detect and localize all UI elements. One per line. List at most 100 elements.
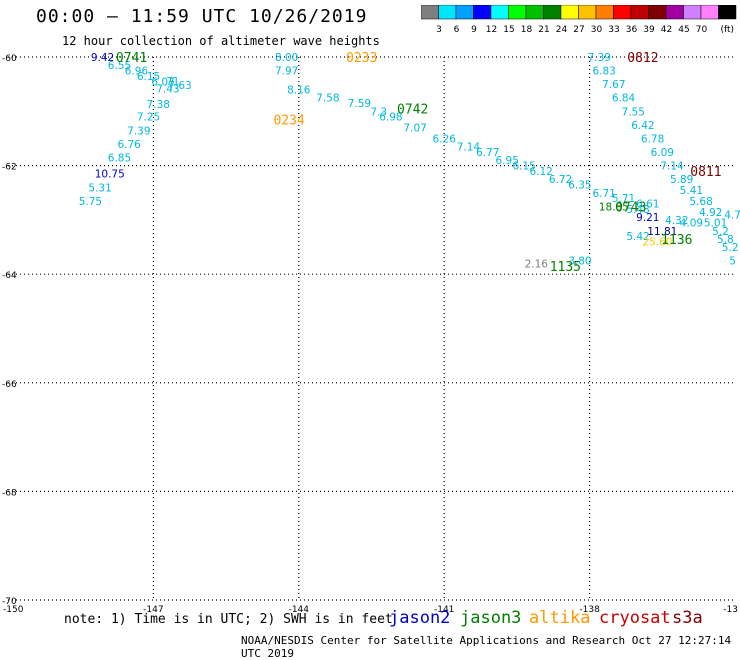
wave-height-value: 6.42 <box>631 120 654 132</box>
wave-height-value: 6.77 <box>476 147 499 159</box>
wave-height-value: 7.14 <box>660 161 684 173</box>
wave-height-value: 6.61 <box>636 199 659 211</box>
wave-height-value: 6.12 <box>529 166 552 178</box>
satellite-label-s3a: s3a <box>672 608 703 628</box>
wave-height-value: 6.35 <box>568 180 591 192</box>
wave-height-value: 7.39 <box>588 52 611 64</box>
pass-time-label: 0233 <box>346 51 377 66</box>
x-tick-label: -144 <box>289 605 310 615</box>
wave-height-value: 18.85 <box>599 201 629 213</box>
legend-tick-label: 9 <box>471 25 477 35</box>
legend-tick-label: 6 <box>454 25 460 35</box>
legend-tick-label: 24 <box>556 25 568 35</box>
pass-time-label: 0811 <box>690 165 721 180</box>
wave-height-value: 9.21 <box>636 212 659 224</box>
legend-tick-label: 45 <box>678 25 689 35</box>
wave-height-value: 7.3 <box>370 106 387 118</box>
wave-height-value: 5.01 <box>704 218 727 230</box>
legend-tick-label: 3 <box>436 25 442 35</box>
wave-height-value: 6.09 <box>651 147 674 159</box>
wave-height-value: 6.55 <box>108 60 131 72</box>
wave-height-value: 10.75 <box>95 169 125 181</box>
wave-height-value: 6.78 <box>641 133 664 145</box>
wave-height-value: 8.00 <box>275 52 298 64</box>
satellite-label-jason3: jason3 <box>460 608 522 628</box>
wave-height-value: 7.97 <box>275 66 298 78</box>
pass-time-label: 0743 <box>615 200 646 215</box>
legend-tick-label: 15 <box>503 25 514 35</box>
wave-height-value: 7.43 <box>156 83 179 95</box>
legend-tick-label: 33 <box>608 25 619 35</box>
pass-time-label: 0234 <box>273 113 304 128</box>
wave-height-value: 71 <box>166 76 179 88</box>
wave-height-value: 7.14 <box>457 142 481 154</box>
wave-height-value: 11.81 <box>647 226 677 238</box>
wave-height-value: 6.15 <box>512 161 535 173</box>
credit-line: NOAA/NESDIS Center for Satellite Applica… <box>241 634 732 660</box>
wave-height-value: 7.67 <box>602 79 625 91</box>
wave-height-value: 2.16 <box>525 258 549 270</box>
pass-time-label: 1135 <box>550 260 581 275</box>
y-tick-label: -70 <box>2 597 17 607</box>
wave-height-value: 6.95 <box>496 155 519 167</box>
wave-height-value: 6.96 <box>125 66 149 78</box>
satellite-label-jason2: jason2 <box>389 608 451 628</box>
legend-tick-label: 27 <box>573 25 584 35</box>
pass-time-label: 0812 <box>627 51 658 66</box>
y-tick-label: -60 <box>2 54 17 64</box>
satellite-label-altika: altika <box>529 608 591 628</box>
wave-height-value: 5.2 <box>712 226 729 238</box>
pass-time-label: 0742 <box>397 103 428 118</box>
legend-tick-label: 70 <box>696 25 708 35</box>
wave-height-value: 6.83 <box>592 66 615 78</box>
wave-height-value: 6.26 <box>433 133 457 145</box>
wave-height-value: 7.38 <box>147 99 170 111</box>
wave-height-value: 6.76 <box>117 139 141 151</box>
wave-height-value: 5.48 <box>626 204 649 216</box>
chart-title: 00:00 – 11:59 UTC 10/26/2019 <box>36 6 368 27</box>
wave-height-value: 7.55 <box>622 106 645 118</box>
wave-height-value: 7.25 <box>137 112 160 124</box>
wave-height-value: 25.60 <box>642 237 672 249</box>
color-legend: 3 6 9 12 15 18 21 24 27 30 33 36 39 42 45 70 (ft) <box>420 4 739 39</box>
satellite-label-cryosat: cryosat <box>599 608 671 628</box>
units-note: note: 1) Time is in UTC; 2) SWH is in fe… <box>64 612 393 627</box>
legend-colorbar: 3 6 9 12 15 18 21 24 27 30 33 36 39 42 45 70 (ft) <box>420 4 737 35</box>
wave-height-value: 5.42 <box>626 231 649 243</box>
y-tick-label: -64 <box>2 271 17 281</box>
legend-unit: (ft) <box>720 25 734 35</box>
wave-height-value: 7.07 <box>403 123 426 135</box>
wave-height-value: 5.89 <box>670 174 693 186</box>
legend-tick-label: 21 <box>538 25 549 35</box>
wave-height-value: 6.84 <box>612 93 636 105</box>
wave-height-value: 4.09 <box>680 218 703 230</box>
wave-height-value: 5 <box>729 256 736 268</box>
x-start-label: -150 <box>3 605 24 615</box>
wave-height-value: 7.58 <box>316 93 339 105</box>
wave-height-value: 5.71 <box>612 193 635 205</box>
wave-height-value: 8.16 <box>287 85 311 97</box>
wave-height-value: 6.15 <box>137 71 160 83</box>
wave-height-value: 5.41 <box>680 185 703 197</box>
wave-height-value: 5.8 <box>717 234 734 246</box>
wave-height-value: 6.98 <box>379 112 402 124</box>
y-tick-label: -68 <box>2 488 17 498</box>
legend-tick-label: 42 <box>661 25 672 35</box>
wave-height-value: 6.71 <box>592 188 615 200</box>
legend-tick-label: 39 <box>643 25 655 35</box>
legend-tick-label: 12 <box>486 25 497 35</box>
wave-height-value: 5.68 <box>689 196 712 208</box>
wave-height-value: 4.32 <box>665 215 688 227</box>
wave-height-value: 5.31 <box>88 182 111 194</box>
chart-subtitle: 12 hour collection of altimeter wave hei… <box>62 34 380 48</box>
x-end-label: -13 <box>723 605 738 615</box>
x-tick-label: -141 <box>434 605 454 615</box>
legend-swatch <box>718 4 737 20</box>
pass-time-label: 1136 <box>661 233 692 248</box>
wave-height-value: 4.92 <box>699 207 722 219</box>
wave-height-value: 6.07 <box>151 76 174 88</box>
wave-height-value: 4.7 <box>724 209 740 221</box>
wave-height-value: 9.42 <box>91 52 114 64</box>
x-tick-label: -147 <box>143 605 163 615</box>
